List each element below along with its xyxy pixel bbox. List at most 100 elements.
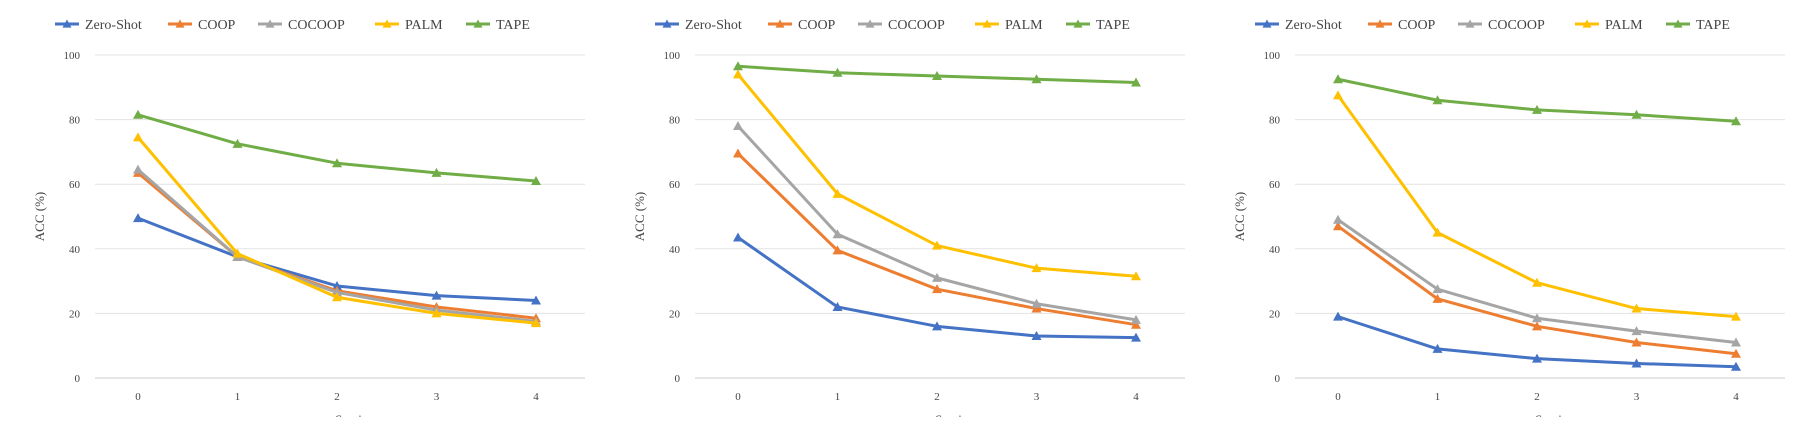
data-point-coop xyxy=(832,245,843,255)
data-point-palm xyxy=(1432,227,1443,237)
legend-marker xyxy=(62,19,72,28)
series-line-coop xyxy=(736,152,1138,327)
data-point-tape xyxy=(932,70,942,80)
x-tick-label: 0 xyxy=(735,391,741,403)
data-point-zero-shot xyxy=(1432,343,1443,353)
y-tick-label: 60 xyxy=(1269,179,1281,191)
x-tick-label: 2 xyxy=(334,391,340,403)
data-point-cocoop xyxy=(1532,313,1542,323)
data-point-zero-shot xyxy=(1131,332,1141,342)
data-point-coop xyxy=(1131,319,1141,329)
y-tick-label: 60 xyxy=(669,179,681,191)
x-tick-label: 4 xyxy=(533,391,539,403)
x-axis-label: Session xyxy=(335,412,375,417)
x-tick-label: 1 xyxy=(835,391,841,403)
x-tick-label: 1 xyxy=(235,391,241,403)
data-point-coop xyxy=(1333,221,1343,231)
y-tick-label: 40 xyxy=(69,244,81,256)
y-tick-label: 40 xyxy=(669,244,681,256)
data-point-tape xyxy=(1731,116,1741,126)
y-tick-label: 100 xyxy=(1264,50,1281,62)
data-point-zero-shot xyxy=(1031,331,1042,341)
data-point-tape xyxy=(1432,95,1443,105)
legend-marker xyxy=(175,19,185,28)
x-tick-label: 3 xyxy=(434,391,440,403)
data-point-cocoop xyxy=(332,287,342,297)
data-point-palm xyxy=(1131,271,1141,281)
data-point-tape xyxy=(332,158,342,168)
chart-panel-2: 0 20 40 60 80 100 0 1 2 3 4 ACC (%) Session Zero-Shot… xyxy=(1232,18,1785,422)
y-tick-label: 60 xyxy=(69,179,81,191)
data-point-coop xyxy=(932,284,942,294)
legend-label: Zero-Shot xyxy=(1285,18,1342,33)
data-point-zero-shot xyxy=(1333,311,1343,321)
legend-marker xyxy=(1073,19,1083,28)
legend-marker xyxy=(1465,19,1475,28)
y-tick-label: 80 xyxy=(669,115,681,127)
data-point-palm xyxy=(531,318,541,328)
data-point-palm xyxy=(733,69,743,79)
x-tick-label: 1 xyxy=(1435,391,1441,403)
data-point-coop xyxy=(1532,321,1542,331)
data-point-palm xyxy=(1532,277,1542,287)
series-line-tape xyxy=(1336,77,1738,123)
y-axis-label: ACC (%) xyxy=(632,192,647,241)
y-tick-label: 20 xyxy=(669,308,681,320)
data-point-zero-shot xyxy=(1532,353,1542,363)
legend-label: PALM xyxy=(1605,18,1643,33)
data-point-cocoop xyxy=(1731,337,1741,347)
data-point-zero-shot xyxy=(1731,361,1741,371)
data-point-zero-shot xyxy=(1631,358,1642,368)
legend-label: Zero-Shot xyxy=(85,18,142,33)
legend-label: TAPE xyxy=(1096,18,1130,33)
y-axis-label: ACC (%) xyxy=(1232,192,1247,241)
legend-label: PALM xyxy=(1005,18,1043,33)
series-line-tape xyxy=(136,113,538,183)
data-point-zero-shot xyxy=(932,321,942,331)
legend-label: COCOOP xyxy=(288,18,345,33)
data-point-cocoop xyxy=(133,164,143,174)
data-point-zero-shot xyxy=(431,290,442,300)
data-point-zero-shot xyxy=(531,295,541,305)
y-tick-label: 20 xyxy=(1269,308,1281,320)
y-tick-label: 20 xyxy=(69,308,81,320)
y-tick-label: 80 xyxy=(1269,115,1281,127)
x-axis-label: Session xyxy=(1535,412,1575,417)
data-point-cocoop xyxy=(1131,314,1141,324)
legend-label: TAPE xyxy=(1696,18,1730,33)
legend-label: PALM xyxy=(405,18,443,33)
legend: Zero-Shot COOP COCOOP PALM TAPE xyxy=(655,18,1130,33)
x-tick-label: 4 xyxy=(1733,391,1739,403)
data-point-palm xyxy=(1631,303,1642,313)
data-point-cocoop xyxy=(832,229,843,239)
chart-panel-0: 0 20 40 60 80 100 0 1 2 3 4 ACC (%) Session Zero-Shot… xyxy=(32,18,585,422)
chart-panel-1: 0 20 40 60 80 100 0 1 2 3 4 ACC (%) Session Zero-Shot… xyxy=(632,18,1185,422)
legend-marker xyxy=(473,19,483,28)
legend-label: COOP xyxy=(798,18,836,33)
data-point-tape xyxy=(733,61,743,71)
legend-marker xyxy=(265,19,275,28)
data-point-cocoop xyxy=(733,121,743,131)
data-point-palm xyxy=(932,240,942,250)
data-point-zero-shot xyxy=(733,232,743,242)
legend-marker xyxy=(1582,19,1592,28)
legend-marker xyxy=(662,19,672,28)
data-point-zero-shot xyxy=(332,280,342,290)
data-point-tape xyxy=(232,138,243,148)
legend-label: COCOOP xyxy=(888,18,945,33)
x-tick-label: 0 xyxy=(135,391,141,403)
legend-marker xyxy=(982,19,992,28)
data-point-palm xyxy=(431,308,442,318)
data-point-coop xyxy=(733,148,743,158)
data-point-cocoop xyxy=(1432,284,1443,294)
data-point-palm xyxy=(332,292,342,302)
data-point-coop xyxy=(1031,303,1042,313)
data-point-palm xyxy=(832,188,843,198)
legend-label: TAPE xyxy=(496,18,530,33)
legend-label: COOP xyxy=(1398,18,1436,33)
legend: Zero-Shot COOP COCOOP PALM TAPE xyxy=(55,18,530,33)
legend-label: COOP xyxy=(198,18,236,33)
data-point-palm xyxy=(232,248,243,258)
